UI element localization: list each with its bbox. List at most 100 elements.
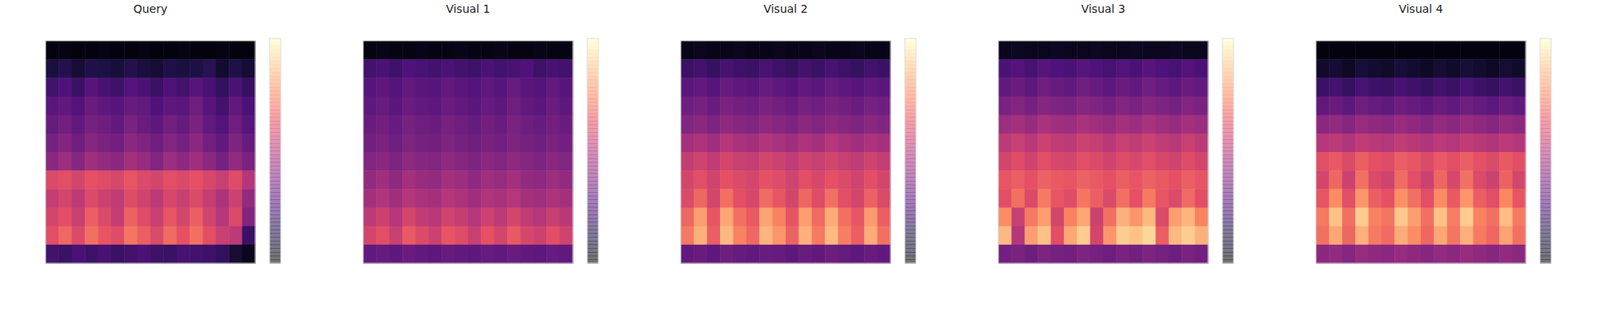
- colorbar-step: [587, 76, 599, 80]
- cell: [1433, 170, 1448, 190]
- cell: [1433, 188, 1448, 208]
- cell: [1168, 115, 1183, 135]
- cell: [1195, 170, 1209, 190]
- cell: [746, 244, 760, 264]
- colorbar-step: [269, 136, 281, 140]
- colorbar-step: [1222, 105, 1234, 110]
- cell: [176, 40, 191, 60]
- cell: [363, 40, 377, 60]
- cell: [507, 133, 521, 153]
- colorbar-step: [904, 256, 916, 260]
- cell: [1037, 133, 1052, 153]
- colorbar-step: [1222, 116, 1234, 121]
- cell: [746, 208, 760, 228]
- cell: [1316, 59, 1330, 79]
- cell: [759, 77, 773, 97]
- colorbar-step: [269, 233, 281, 238]
- cell: [480, 170, 495, 190]
- colorbar-step: [1540, 136, 1552, 140]
- cell: [1103, 133, 1117, 153]
- cell: [1342, 59, 1356, 79]
- cell: [1460, 133, 1474, 153]
- colorbar-step: [587, 94, 599, 99]
- heatmap: [363, 40, 574, 264]
- colorbar-step: [1540, 72, 1552, 76]
- cell: [428, 133, 443, 153]
- cell: [1168, 208, 1183, 228]
- colorbar-step: [1222, 128, 1234, 132]
- cell: [1181, 115, 1196, 135]
- cell: [455, 208, 469, 228]
- cell: [1447, 115, 1461, 135]
- cell: [998, 96, 1012, 116]
- colorbar-step: [1222, 221, 1234, 226]
- cell: [1473, 115, 1488, 135]
- cell: [1024, 208, 1039, 228]
- colorbar-step: [269, 60, 281, 65]
- cell: [759, 208, 773, 228]
- cell: [1156, 188, 1170, 208]
- cell: [1168, 170, 1183, 190]
- cell: [1381, 77, 1396, 97]
- cell: [1168, 59, 1183, 79]
- cell: [494, 188, 508, 208]
- cell: [428, 77, 443, 97]
- cell: [1064, 188, 1078, 208]
- cell: [1156, 244, 1170, 264]
- cell: [228, 115, 243, 135]
- cell: [216, 96, 230, 116]
- cell: [455, 77, 469, 97]
- cell: [998, 133, 1012, 153]
- colorbar-step: [587, 116, 599, 121]
- cell: [693, 152, 708, 172]
- colorbar-step: [1222, 124, 1234, 129]
- cell: [45, 188, 60, 208]
- cell: [560, 226, 574, 246]
- colorbar: [587, 38, 599, 264]
- colorbar-step: [587, 218, 599, 223]
- cell: [455, 152, 469, 172]
- cell: [1473, 208, 1488, 228]
- cell: [58, 226, 72, 246]
- cell: [1142, 226, 1156, 246]
- cell: [363, 115, 377, 135]
- colorbar-step: [587, 248, 599, 252]
- cell: [1116, 96, 1130, 116]
- cell: [1512, 115, 1527, 135]
- colorbar-step: [904, 199, 916, 204]
- cell: [1512, 96, 1527, 116]
- cell: [216, 77, 230, 97]
- cell: [1129, 188, 1144, 208]
- cell: [772, 152, 787, 172]
- colorbar-step: [1222, 136, 1234, 140]
- cell: [189, 170, 204, 190]
- cell: [455, 59, 469, 79]
- cell: [546, 115, 560, 135]
- cell: [851, 77, 865, 97]
- cell: [216, 59, 230, 79]
- colorbar-step: [269, 165, 281, 170]
- cell: [1433, 115, 1448, 135]
- colorbar-step: [1222, 42, 1234, 47]
- cell: [1168, 96, 1183, 116]
- cell: [441, 77, 456, 97]
- colorbar-step: [587, 68, 599, 72]
- cell: [1316, 244, 1330, 264]
- cell: [1328, 170, 1343, 190]
- cell: [707, 152, 721, 172]
- cell: [812, 188, 826, 208]
- cell: [242, 170, 256, 190]
- colorbar-step: [269, 72, 281, 76]
- cell: [798, 170, 812, 190]
- colorbar-step: [269, 256, 281, 260]
- cell: [1142, 133, 1156, 153]
- title: Visual 1: [445, 2, 490, 16]
- cell: [376, 40, 390, 60]
- cell: [1433, 96, 1448, 116]
- cell: [1142, 115, 1156, 135]
- colorbar-step: [269, 180, 281, 185]
- colorbar-step: [269, 80, 281, 84]
- colorbar-step: [904, 165, 916, 170]
- colorbar-step: [904, 143, 916, 148]
- colorbar-frame: [587, 38, 599, 264]
